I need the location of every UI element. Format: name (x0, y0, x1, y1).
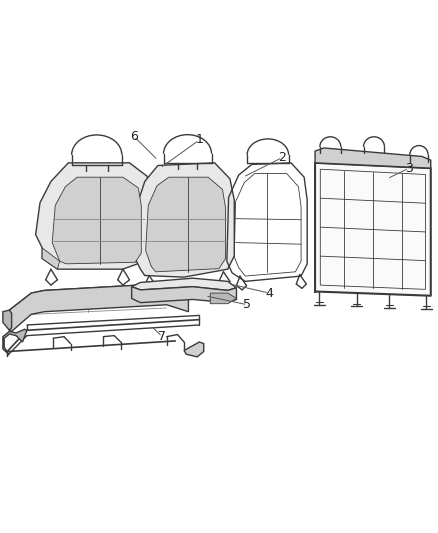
Polygon shape (184, 342, 204, 357)
Polygon shape (315, 163, 431, 296)
Text: 2: 2 (279, 151, 286, 164)
Polygon shape (132, 278, 237, 290)
Polygon shape (146, 177, 226, 272)
Polygon shape (52, 177, 141, 264)
Text: 5: 5 (244, 298, 251, 311)
Text: 1: 1 (195, 133, 203, 147)
Text: 3: 3 (405, 161, 413, 175)
Polygon shape (132, 287, 237, 303)
Polygon shape (3, 329, 27, 354)
Text: 6: 6 (130, 130, 138, 143)
Polygon shape (3, 310, 12, 330)
Polygon shape (10, 284, 188, 332)
Text: 4: 4 (265, 287, 273, 300)
Polygon shape (210, 293, 237, 304)
Polygon shape (42, 248, 60, 269)
Polygon shape (10, 284, 188, 316)
Polygon shape (134, 163, 234, 277)
Text: 7: 7 (158, 330, 166, 343)
Polygon shape (35, 163, 151, 269)
Polygon shape (315, 148, 431, 168)
